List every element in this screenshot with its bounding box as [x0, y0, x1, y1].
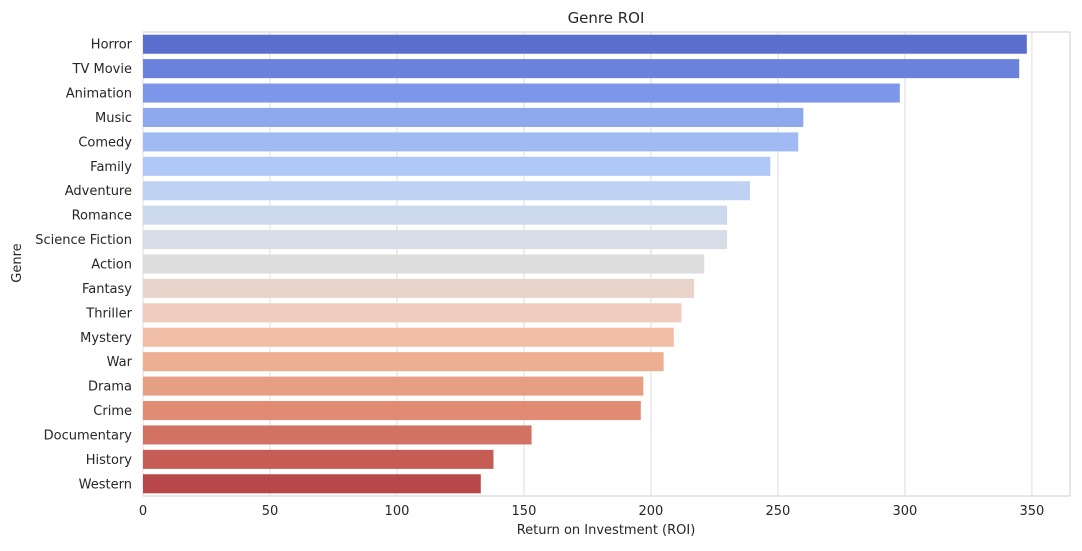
y-tick-label: Animation	[66, 87, 132, 102]
y-tick-label: War	[107, 355, 133, 370]
bar-fantasy	[143, 278, 695, 298]
y-tick-label: Music	[95, 111, 132, 126]
bar-thriller	[143, 303, 682, 323]
x-tick-label: 250	[766, 504, 791, 519]
y-tick-label: Romance	[72, 209, 132, 224]
y-tick-label: Comedy	[78, 135, 132, 150]
x-tick-label: 300	[893, 504, 918, 519]
x-tick-label: 0	[139, 504, 147, 519]
y-tick-label: Fantasy	[82, 282, 132, 297]
y-tick-label: Science Fiction	[35, 233, 132, 248]
y-tick-label: TV Movie	[72, 62, 132, 77]
x-tick-label: 100	[385, 504, 410, 519]
bar-science-fiction	[143, 230, 728, 250]
y-axis-label: Genre	[10, 243, 25, 282]
x-tick-label: 350	[1019, 504, 1044, 519]
y-tick-label: Crime	[93, 404, 132, 419]
bar-family	[143, 156, 771, 176]
bar-mystery	[143, 327, 674, 347]
x-axis-label: Return on Investment (ROI)	[517, 523, 696, 538]
bar-horror	[143, 34, 1027, 54]
x-tick-label: 200	[639, 504, 664, 519]
bar-romance	[143, 205, 728, 225]
bar-adventure	[143, 181, 750, 201]
bar-documentary	[143, 425, 532, 445]
x-tick-labels: 0 50 100 150 200 250 300 350	[139, 504, 1044, 519]
bar-comedy	[143, 132, 799, 152]
bar-action	[143, 254, 705, 274]
bar-history	[143, 449, 494, 469]
bar-crime	[143, 401, 641, 421]
y-tick-label: Thriller	[85, 306, 132, 321]
bar-war	[143, 352, 664, 372]
bar-drama	[143, 376, 644, 396]
y-tick-label: Family	[90, 160, 132, 175]
bar-tv-movie	[143, 59, 1020, 79]
y-tick-label: Action	[91, 258, 132, 273]
y-tick-label: Mystery	[80, 331, 132, 346]
y-tick-label: Western	[79, 477, 132, 492]
y-tick-label: Adventure	[65, 184, 132, 199]
bar-western	[143, 474, 481, 494]
bar-animation	[143, 83, 900, 103]
bar-music	[143, 107, 804, 127]
y-tick-labels: Horror TV Movie Animation Music Comedy Family…	[35, 38, 132, 493]
y-tick-label: Drama	[88, 380, 132, 395]
y-tick-label: History	[86, 453, 133, 468]
chart-title: Genre ROI	[568, 9, 645, 27]
bars	[143, 34, 1027, 494]
y-tick-label: Documentary	[44, 428, 133, 443]
x-tick-label: 150	[512, 504, 537, 519]
y-tick-label: Horror	[91, 38, 133, 53]
x-tick-label: 50	[262, 504, 279, 519]
